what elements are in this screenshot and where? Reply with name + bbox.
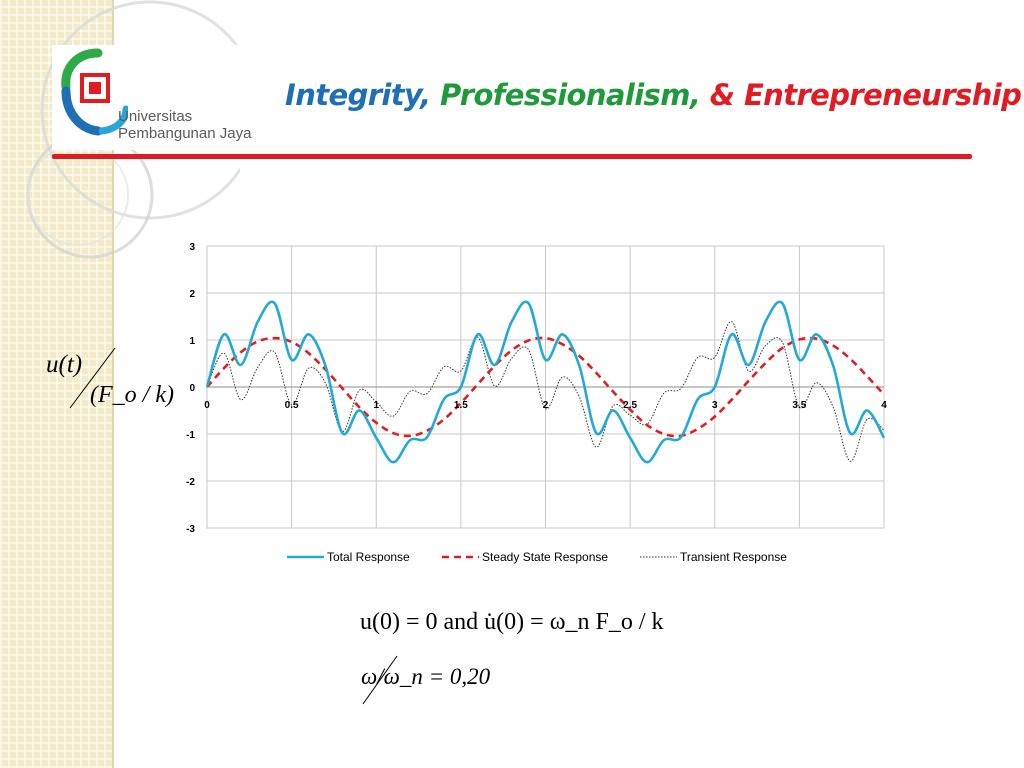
initial-conditions-equation: u(0) = 0 and u̇(0) = ω_n F_o / k (360, 609, 664, 635)
title-integrity: Integrity, (285, 78, 431, 112)
slide-title: Integrity, Professionalism, & Entreprene… (285, 78, 1022, 112)
ylabel-denominator: (F_o / k) (90, 382, 174, 408)
legend-label-2: Transient Response (680, 550, 787, 564)
x-tick-label-1: 0.5 (285, 400, 299, 411)
y-axis-label: u(t) (F_o / k) (46, 347, 174, 409)
legend-label-0: Total Response (327, 550, 410, 564)
ratio-fraction-slash (362, 655, 398, 705)
logo-text-line2: Pembangunan Jaya (118, 125, 252, 142)
x-tick-label-8: 4 (881, 400, 887, 411)
chart-ticks: 0 0.5 1 1.5 2 2.5 3 3.5 4 3 2 1 0 -1 -2 -3 (186, 242, 887, 535)
series-line-total-response (205, 300, 886, 464)
ylabel-fraction-slash (69, 347, 116, 409)
frequency-ratio-equation: ω/ω_n = 0,20 (361, 655, 491, 705)
title-professionalism: Professionalism, (440, 78, 701, 112)
chart-series (205, 300, 886, 464)
logo-text-line1: Universitas (118, 108, 193, 125)
legend-label-1: Steady State Response (482, 550, 608, 564)
y-tick-label-2: 1 (189, 336, 195, 347)
series-line-steady-state-response (206, 336, 885, 438)
x-tick-label-7: 3.5 (792, 400, 806, 411)
university-logo (52, 45, 244, 150)
y-tick-label-1: 2 (189, 289, 195, 300)
frequency-ratio-text: ω/ω_n = 0,20 (361, 664, 491, 689)
x-tick-label-4: 2 (543, 400, 549, 411)
y-tick-label-3: 0 (189, 383, 195, 394)
x-tick-label-5: 2.5 (623, 400, 637, 411)
chart-grid (206, 245, 885, 529)
y-tick-label-4: -1 (186, 430, 195, 441)
y-tick-label-6: -3 (186, 524, 195, 535)
x-tick-label-0: 0 (204, 400, 210, 411)
ylabel-numerator: u(t) (46, 351, 82, 378)
title-entrepreneurship: & Entrepreneurship (709, 78, 1022, 112)
strip-divider (112, 0, 114, 768)
series-line-transient-response (206, 321, 885, 462)
header-divider-line (52, 154, 972, 159)
x-tick-label-3: 1.5 (454, 400, 468, 411)
y-tick-label-5: -2 (186, 477, 195, 488)
y-tick-label-0: 3 (189, 242, 195, 253)
logo-emblem-icon (61, 48, 128, 136)
x-tick-label-6: 3 (712, 400, 718, 411)
initial-conditions-text: u(0) = 0 and u̇(0) = ω_n F_o / k (360, 609, 664, 635)
x-tick-label-2: 1 (373, 400, 379, 411)
chart-legend: Total Response Steady State Response Trans… (287, 550, 787, 564)
